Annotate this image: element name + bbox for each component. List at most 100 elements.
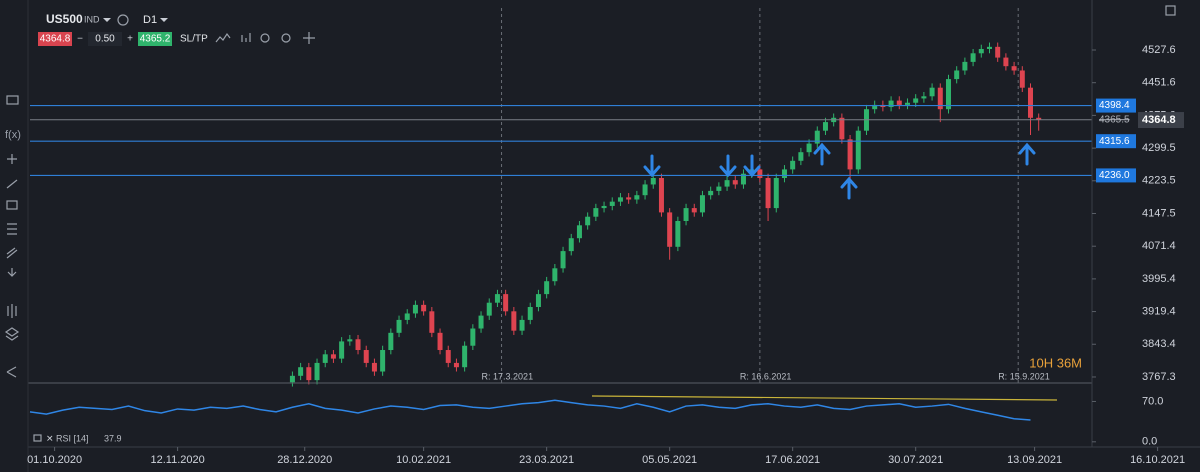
volume[interactable]: 0.50	[95, 34, 115, 45]
rsi-name: RSI [14]	[56, 433, 89, 443]
bid-price[interactable]: 4364.8	[40, 34, 71, 45]
dropdown-icon[interactable]	[160, 18, 168, 22]
candle-body	[708, 190, 714, 196]
rect-icon[interactable]	[6, 200, 18, 210]
candle-body	[691, 208, 697, 213]
channel-icon[interactable]	[6, 247, 18, 259]
candle-body	[437, 332, 443, 351]
sell-button[interactable]	[38, 32, 72, 46]
minus[interactable]: −	[77, 34, 83, 45]
candle-body	[470, 328, 476, 346]
candle-body	[716, 186, 722, 191]
fx-icon[interactable]: f(x)	[5, 129, 21, 141]
buy-button[interactable]	[138, 32, 172, 46]
y-tick-label: 4299.5	[1142, 142, 1176, 154]
rsi-last-value: 37.9	[104, 433, 122, 443]
candle-body	[699, 195, 705, 213]
event-label: R: 16.6.2021	[740, 371, 792, 381]
candle-body	[601, 205, 607, 209]
down-arrow	[719, 154, 737, 178]
layers-icon[interactable]	[4, 327, 20, 341]
candle-body	[544, 281, 550, 295]
candle-body	[330, 354, 336, 359]
y-tick-label: 4071.4	[1142, 240, 1176, 252]
up-arrow	[840, 176, 858, 200]
candle-body	[781, 169, 787, 178]
measure-icon[interactable]	[7, 304, 17, 318]
current-price-box	[1138, 112, 1184, 129]
x-tick-label: 17.06.2021	[765, 454, 820, 466]
candle-body	[1027, 87, 1033, 118]
market: IND	[84, 14, 100, 24]
y-tick-label: 4527.6	[1142, 44, 1176, 56]
level-box	[1096, 134, 1136, 149]
candle-body	[371, 362, 377, 372]
layout-icon[interactable]	[1165, 5, 1176, 16]
candle-body	[412, 304, 418, 314]
arrow-tool-icon[interactable]	[7, 268, 17, 277]
down-arrow	[743, 154, 761, 178]
candle-body	[380, 350, 386, 372]
crosshair-icon[interactable]	[7, 154, 17, 164]
candle-body	[478, 315, 484, 329]
up-arrow	[813, 142, 831, 166]
candle-body	[298, 367, 304, 376]
level-label: 4398.4	[1099, 100, 1130, 111]
candle-body	[724, 180, 730, 187]
candle-body	[888, 100, 894, 108]
candle-body	[773, 177, 779, 209]
candle-body	[1019, 70, 1025, 88]
y-tick-label: 70.0	[1142, 395, 1163, 407]
zoom-in-icon[interactable]	[281, 33, 291, 43]
dropdown-icon[interactable]	[103, 18, 111, 22]
volume-box[interactable]	[88, 32, 122, 46]
candle-body	[798, 152, 804, 161]
candle-body	[978, 48, 984, 54]
candle-body	[642, 184, 648, 196]
ask-price[interactable]: 4365.2	[140, 34, 171, 45]
candle-body	[913, 98, 919, 103]
candle-body	[609, 201, 615, 206]
y-tick-label: 0.0	[1142, 436, 1157, 448]
candle-body	[970, 53, 976, 62]
candle-body	[519, 319, 525, 331]
plus[interactable]: +	[127, 34, 133, 45]
x-tick-label: 30.07.2021	[888, 454, 943, 466]
move-icon[interactable]	[303, 32, 315, 44]
symbol[interactable]: US500	[46, 12, 83, 26]
fib-icon[interactable]	[7, 223, 17, 235]
candle-body	[593, 208, 599, 217]
candle-body	[658, 177, 664, 213]
candle-body	[560, 251, 566, 269]
zoom-out-icon[interactable]	[260, 33, 270, 43]
candle-body	[1011, 66, 1017, 71]
candle-body	[806, 143, 812, 153]
timeframe[interactable]: D1	[143, 14, 157, 26]
chart-type-icon[interactable]	[241, 33, 251, 42]
info-icon[interactable]	[117, 14, 129, 26]
level-box	[1096, 98, 1136, 113]
candle-body	[626, 197, 632, 200]
sltp[interactable]: SL/TP	[180, 34, 208, 45]
sidebar: f(x)	[4, 95, 21, 378]
x-tick-label: 13.09.2021	[1007, 454, 1062, 466]
tool-icon[interactable]	[6, 95, 19, 105]
candle-body	[962, 61, 968, 71]
line-icon[interactable]	[6, 179, 18, 189]
share-icon[interactable]	[6, 366, 17, 378]
candle-body	[650, 177, 656, 185]
rsi-icon[interactable]	[33, 434, 42, 442]
candle-body	[683, 208, 689, 222]
y-tick-label: 3843.4	[1142, 338, 1176, 350]
candle-body	[986, 46, 992, 49]
indicator-icon[interactable]	[215, 32, 231, 43]
candle-body	[453, 362, 459, 368]
candle-body	[1036, 117, 1042, 120]
candle-body	[896, 100, 902, 105]
x-tick-label: 01.10.2020	[27, 454, 82, 466]
candle-body	[396, 319, 402, 333]
candle-body	[617, 197, 623, 202]
rsi-close[interactable]: ✕	[46, 433, 54, 443]
